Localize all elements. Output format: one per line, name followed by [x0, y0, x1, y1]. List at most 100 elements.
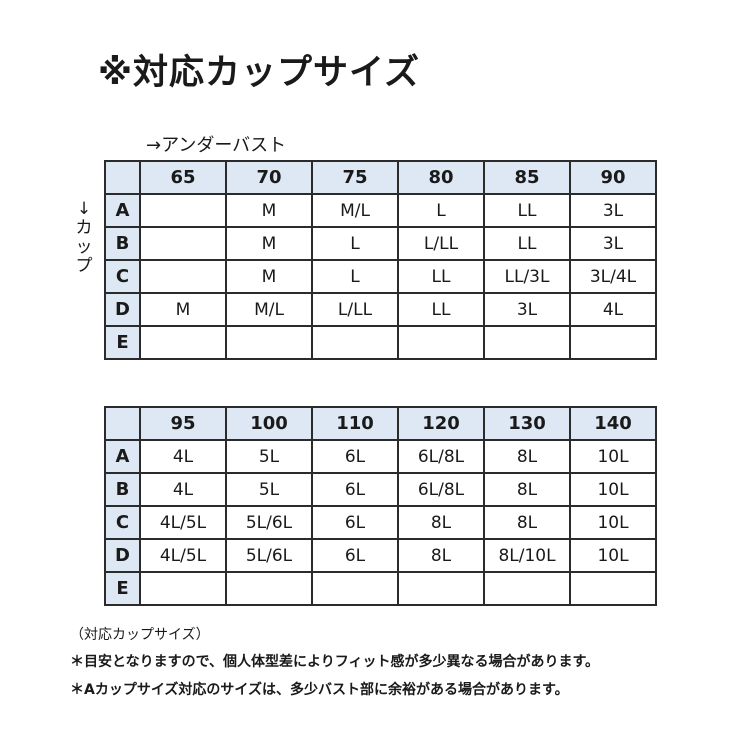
under-bust-header: 120	[397, 406, 485, 441]
under-bust-header: 75	[311, 160, 399, 195]
size-table-1: 65 70 75 80 85 90 A M M/L L LL 3L B M L L/LL LL 3L C M L LL LL…	[104, 160, 657, 360]
size-cell: LL	[397, 259, 485, 294]
size-cell: L/LL	[311, 292, 399, 327]
size-cell	[311, 571, 399, 606]
size-cell: 10L	[569, 472, 657, 507]
cup-row-header: B	[104, 226, 141, 261]
cup-row-header: D	[104, 292, 141, 327]
size-cell	[397, 325, 485, 360]
size-cell: 4L	[139, 439, 227, 474]
size-cell	[139, 325, 227, 360]
cup-label-arrow: ↓	[76, 199, 92, 219]
size-cell	[139, 259, 227, 294]
under-bust-header: 80	[397, 160, 485, 195]
size-cell: LL/3L	[483, 259, 571, 294]
size-cell: 6L	[311, 505, 399, 540]
table-row: A 4L 5L 6L 6L/8L 8L 10L	[104, 439, 657, 474]
size-cell	[225, 325, 313, 360]
size-cell: 10L	[569, 439, 657, 474]
size-cell: LL	[397, 292, 485, 327]
corner-cell	[104, 160, 141, 195]
size-cell: 5L/6L	[225, 505, 313, 540]
size-cell: L	[311, 226, 399, 261]
size-cell: 6L	[311, 439, 399, 474]
size-table-2: 95 100 110 120 130 140 A 4L 5L 6L 6L/8L 8L 10L B 4L 5L 6…	[104, 406, 657, 606]
under-bust-header: 65	[139, 160, 227, 195]
under-bust-label: →アンダーバスト	[146, 135, 287, 156]
size-cell: 6L	[311, 472, 399, 507]
under-bust-header: 140	[569, 406, 657, 441]
note-1: ＊目安となりますので、個人体型差によりフィット感が多少異なる場合があります。	[70, 654, 600, 670]
under-bust-header: 85	[483, 160, 571, 195]
size-cell: 3L/4L	[569, 259, 657, 294]
size-cell	[483, 571, 571, 606]
size-cell: M/L	[225, 292, 313, 327]
cup-label-char: プ	[75, 256, 93, 276]
table-row: E	[104, 325, 657, 360]
size-cell: 8L	[483, 505, 571, 540]
size-cell	[139, 571, 227, 606]
size-cell: 3L	[483, 292, 571, 327]
size-cell	[225, 571, 313, 606]
size-cell: 8L	[483, 439, 571, 474]
note-2: ＊Aカップサイズ対応のサイズは、多少バスト部に余裕がある場合があります。	[70, 682, 569, 698]
table-row: B M L L/LL LL 3L	[104, 226, 657, 261]
size-cell	[569, 571, 657, 606]
under-bust-header: 90	[569, 160, 657, 195]
size-cell	[397, 571, 485, 606]
size-cell: LL	[483, 226, 571, 261]
size-cell: 4L	[139, 472, 227, 507]
size-cell: 6L/8L	[397, 439, 485, 474]
cup-row-header: A	[104, 193, 141, 228]
size-cell	[569, 325, 657, 360]
size-cell: 8L	[483, 472, 571, 507]
size-cell: 6L/8L	[397, 472, 485, 507]
size-cell: LL	[483, 193, 571, 228]
under-bust-header: 95	[139, 406, 227, 441]
size-cell: 8L	[397, 538, 485, 573]
size-cell: 3L	[569, 226, 657, 261]
caption: （対応カップサイズ）	[70, 627, 210, 643]
size-cell: L/LL	[397, 226, 485, 261]
size-cell	[139, 193, 227, 228]
size-cell: 4L/5L	[139, 538, 227, 573]
size-cell	[311, 325, 399, 360]
size-cell: 5L	[225, 439, 313, 474]
size-cell: 4L	[569, 292, 657, 327]
size-cell: L	[397, 193, 485, 228]
size-cell: L	[311, 259, 399, 294]
size-cell: 8L	[397, 505, 485, 540]
table-row: E	[104, 571, 657, 606]
table-header-row: 65 70 75 80 85 90	[104, 160, 657, 195]
size-cell: 3L	[569, 193, 657, 228]
size-cell	[483, 325, 571, 360]
table-header-row: 95 100 110 120 130 140	[104, 406, 657, 441]
size-cell: 5L/6L	[225, 538, 313, 573]
under-bust-header: 70	[225, 160, 313, 195]
table-row: C 4L/5L 5L/6L 6L 8L 8L 10L	[104, 505, 657, 540]
cup-row-header: E	[104, 325, 141, 360]
table-row: A M M/L L LL 3L	[104, 193, 657, 228]
cup-row-header: C	[104, 505, 141, 540]
page-title: ※対応カップサイズ	[98, 53, 420, 93]
size-cell: 10L	[569, 538, 657, 573]
table-row: B 4L 5L 6L 6L/8L 8L 10L	[104, 472, 657, 507]
cup-row-header: E	[104, 571, 141, 606]
cup-row-header: B	[104, 472, 141, 507]
cup-label-char: カ	[75, 218, 93, 238]
table-row: D 4L/5L 5L/6L 6L 8L 8L/10L 10L	[104, 538, 657, 573]
cup-label: ↓ カ ッ プ	[74, 200, 94, 276]
cup-label-char: ッ	[75, 237, 93, 257]
size-cell: 10L	[569, 505, 657, 540]
table-row: D M M/L L/LL LL 3L 4L	[104, 292, 657, 327]
under-bust-header: 130	[483, 406, 571, 441]
size-cell: 5L	[225, 472, 313, 507]
size-cell: M	[225, 259, 313, 294]
table-row: C M L LL LL/3L 3L/4L	[104, 259, 657, 294]
cup-row-header: D	[104, 538, 141, 573]
size-cell: M	[225, 193, 313, 228]
corner-cell	[104, 406, 141, 441]
cup-row-header: C	[104, 259, 141, 294]
under-bust-header: 100	[225, 406, 313, 441]
size-cell: 6L	[311, 538, 399, 573]
